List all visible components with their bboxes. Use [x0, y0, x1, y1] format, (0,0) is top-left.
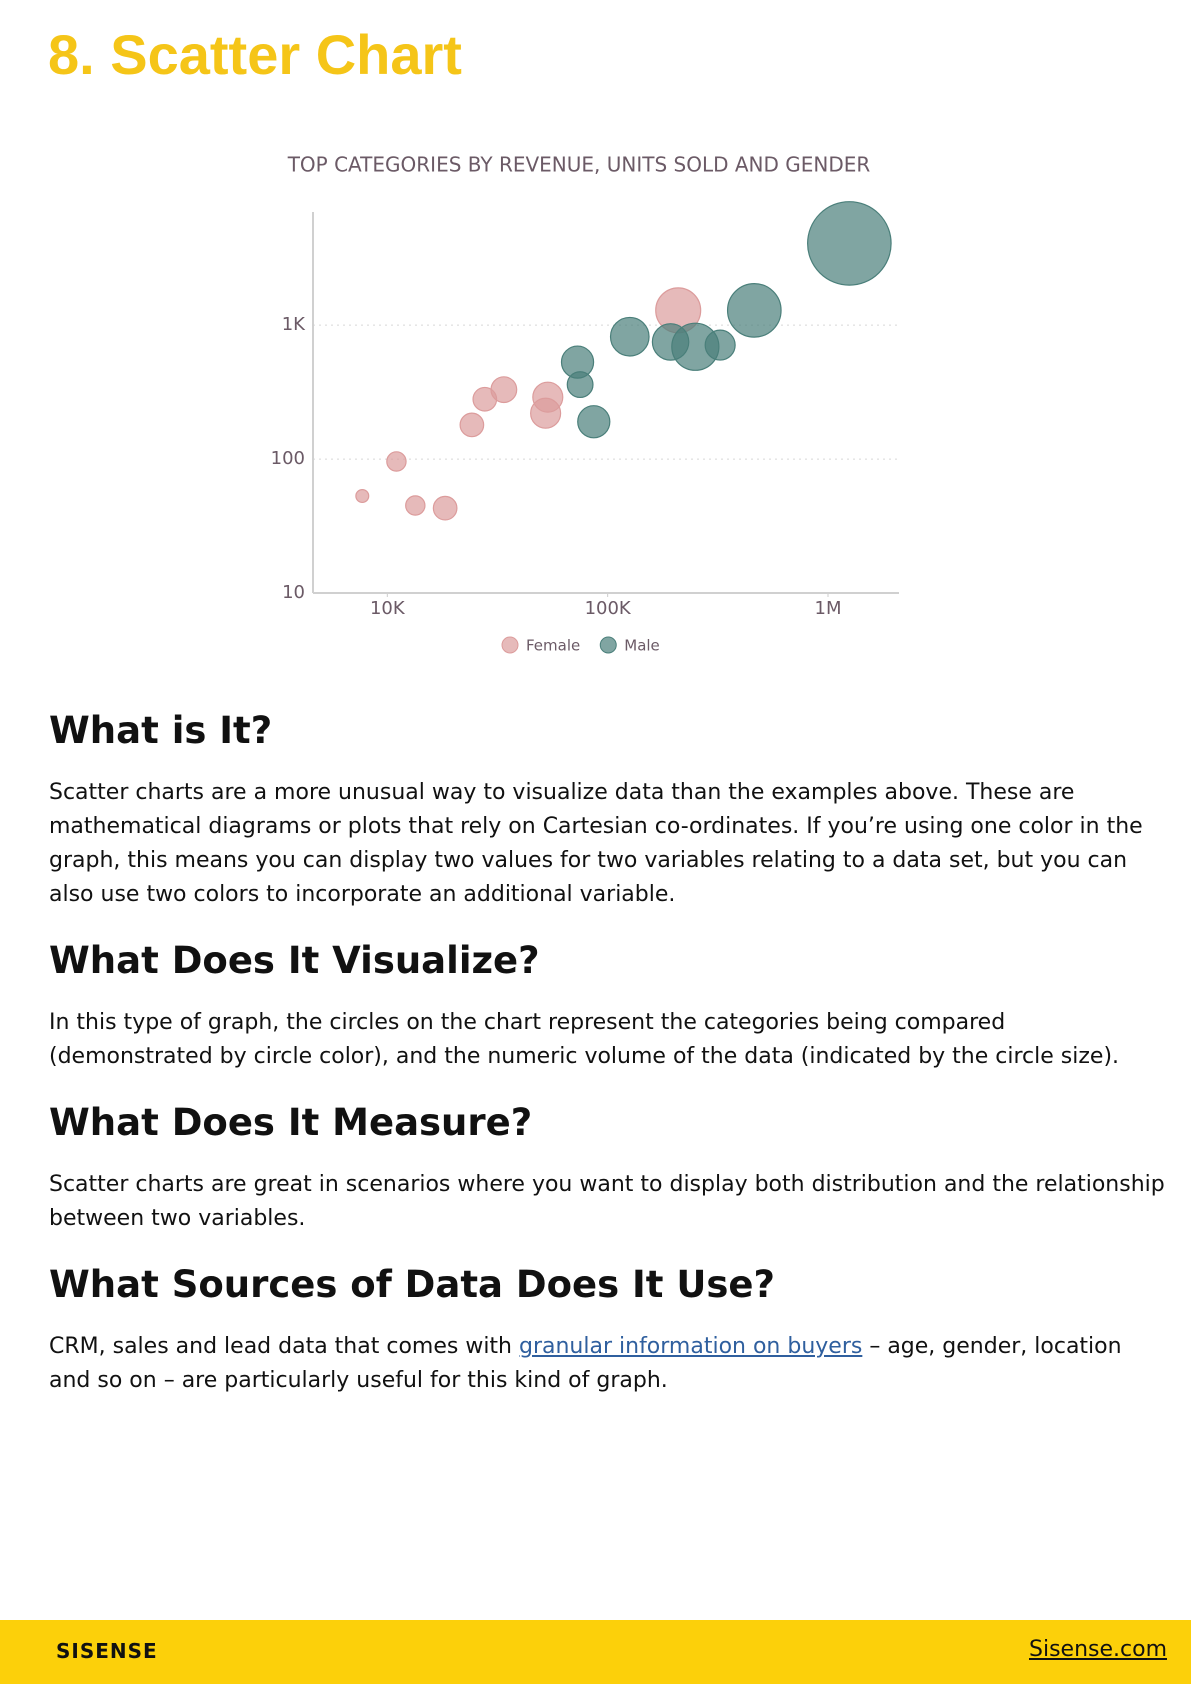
- y-tick-label: 1K: [282, 314, 306, 335]
- legend-marker: [599, 636, 617, 654]
- paragraph: In this type of graph, the circles on th…: [49, 1010, 1120, 1069]
- bubble: [530, 397, 562, 429]
- section-heading: What Sources of Data Does It Use?: [49, 1263, 775, 1306]
- bubble: [609, 316, 650, 357]
- bubble: [432, 495, 458, 521]
- section-heading: What is It?: [49, 709, 273, 752]
- bubble: [459, 412, 485, 438]
- y-tick-label: 10: [282, 582, 305, 603]
- bubble: [704, 329, 736, 361]
- x-tick-label: 10K: [370, 598, 406, 619]
- bubble: [490, 376, 518, 404]
- section-heading: What Does It Visualize?: [49, 939, 540, 982]
- bubble: [386, 451, 407, 472]
- paragraph: CRM, sales and lead data that comes with…: [49, 1330, 1169, 1398]
- footer: SISENSE Sisense.com: [0, 1620, 1191, 1684]
- y-tick-label: 100: [271, 448, 305, 469]
- chart-title: TOP CATEGORIES BY REVENUE, UNITS SOLD AN…: [287, 153, 871, 177]
- page-title: 8. Scatter Chart: [48, 23, 462, 86]
- article: What is It? Scatter charts are a more unu…: [49, 708, 1169, 1424]
- bubble: [807, 201, 892, 286]
- bubble: [405, 495, 426, 516]
- chart: TOP CATEGORIES BY REVENUE, UNITS SOLD AN…: [271, 153, 899, 655]
- bubble: [577, 405, 611, 439]
- site-link[interactable]: Sisense.com: [1029, 1637, 1167, 1662]
- x-tick-label: 100K: [585, 598, 632, 619]
- x-tick-label: 1M: [815, 598, 842, 619]
- logo: SISENSE: [56, 1639, 158, 1663]
- text-run: CRM, sales and lead data that comes with: [49, 1334, 519, 1359]
- paragraph: Scatter charts are a more unusual way to…: [49, 780, 1143, 907]
- text-run: – age, gender, location and so on – are …: [49, 1334, 1122, 1393]
- paragraph: Scatter charts are great in scenarios wh…: [49, 1172, 1165, 1231]
- legend-marker: [501, 636, 519, 654]
- bubble: [726, 283, 782, 338]
- legend-label: Male: [624, 637, 660, 655]
- legend-label: Female: [526, 637, 580, 655]
- bubble: [355, 488, 370, 504]
- section-heading: What Does It Measure?: [49, 1101, 533, 1144]
- link[interactable]: granular information on buyers: [519, 1334, 863, 1359]
- bubble: [566, 371, 594, 399]
